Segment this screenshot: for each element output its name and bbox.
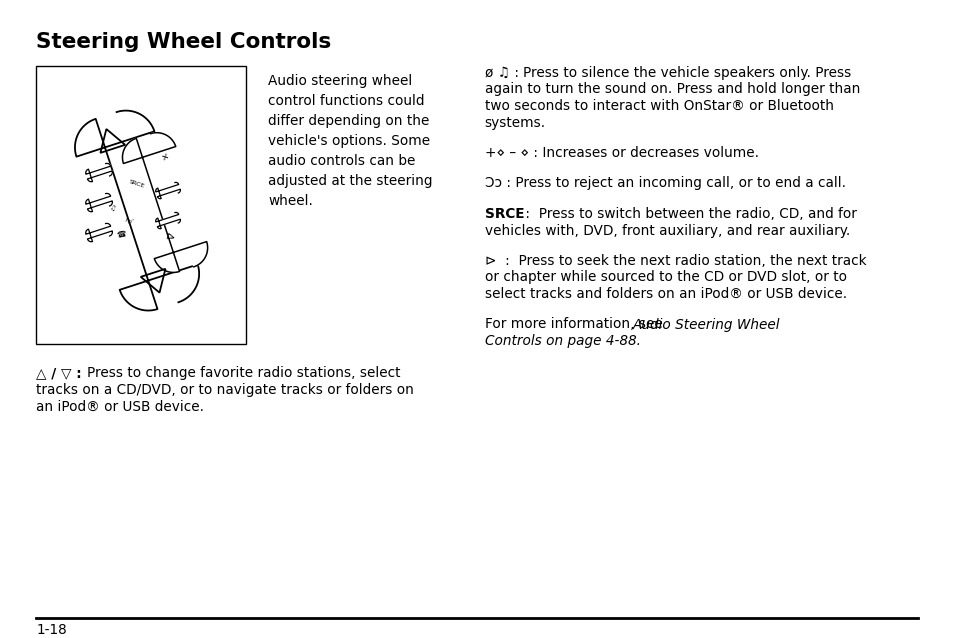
Text: Press to change favorite radio stations, select: Press to change favorite radio stations,… — [87, 366, 400, 380]
Text: hp$^*$: hp$^*$ — [123, 215, 136, 228]
Text: ⊳  :  Press to seek the next radio station, the next track: ⊳ : Press to seek the next radio station… — [484, 254, 865, 268]
Bar — [36, 66, 246, 344]
Text: +: + — [158, 152, 170, 163]
Text: Steering Wheel Controls: Steering Wheel Controls — [36, 32, 331, 52]
Text: or chapter while sourced to the CD or DVD slot, or to: or chapter while sourced to the CD or DV… — [484, 271, 845, 285]
Text: ☎: ☎ — [116, 229, 127, 240]
Polygon shape — [155, 212, 180, 228]
Polygon shape — [86, 223, 112, 242]
Text: systems.: systems. — [484, 115, 545, 130]
Polygon shape — [86, 163, 112, 182]
Text: △ / ▽ :: △ / ▽ : — [36, 366, 82, 380]
Text: 1-18: 1-18 — [36, 623, 67, 637]
Polygon shape — [155, 182, 180, 198]
Text: ø ♫ :: ø ♫ : — [484, 66, 518, 80]
Text: again to turn the sound on. Press and hold longer than: again to turn the sound on. Press and ho… — [484, 82, 859, 96]
Text: +⋄ – ⋄ : Increases or decreases volume.: +⋄ – ⋄ : Increases or decreases volume. — [484, 146, 758, 160]
Text: select tracks and folders on an iPod® or USB device.: select tracks and folders on an iPod® or… — [484, 287, 846, 301]
Polygon shape — [122, 133, 208, 272]
Text: :  Press to switch between the radio, CD, and for: : Press to switch between the radio, CD,… — [520, 207, 856, 221]
Text: an iPod® or USB device.: an iPod® or USB device. — [36, 400, 204, 414]
Text: ⊳: ⊳ — [164, 232, 176, 244]
Text: SRCE: SRCE — [129, 179, 145, 189]
Text: Controls on page 4-88.: Controls on page 4-88. — [484, 334, 640, 348]
Text: tracks on a CD/DVD, or to navigate tracks or folders on: tracks on a CD/DVD, or to navigate track… — [36, 383, 414, 397]
Text: Audio Steering Wheel: Audio Steering Wheel — [632, 318, 780, 332]
Polygon shape — [75, 110, 199, 311]
Polygon shape — [86, 193, 112, 212]
Text: ♫: ♫ — [109, 204, 117, 212]
Text: Audio steering wheel
control functions could
differ depending on the
vehicle's o: Audio steering wheel control functions c… — [268, 74, 433, 208]
Text: two seconds to interact with OnStar® or Bluetooth: two seconds to interact with OnStar® or … — [484, 99, 833, 113]
Text: For more information, see: For more information, see — [484, 318, 666, 332]
Text: Ɔɔ : Press to reject an incoming call, or to end a call.: Ɔɔ : Press to reject an incoming call, o… — [484, 177, 844, 191]
Text: SRCE: SRCE — [484, 207, 523, 221]
Text: Press to silence the vehicle speakers only. Press: Press to silence the vehicle speakers on… — [522, 66, 850, 80]
Text: vehicles with, DVD, front auxiliary, and rear auxiliary.: vehicles with, DVD, front auxiliary, and… — [484, 223, 849, 237]
